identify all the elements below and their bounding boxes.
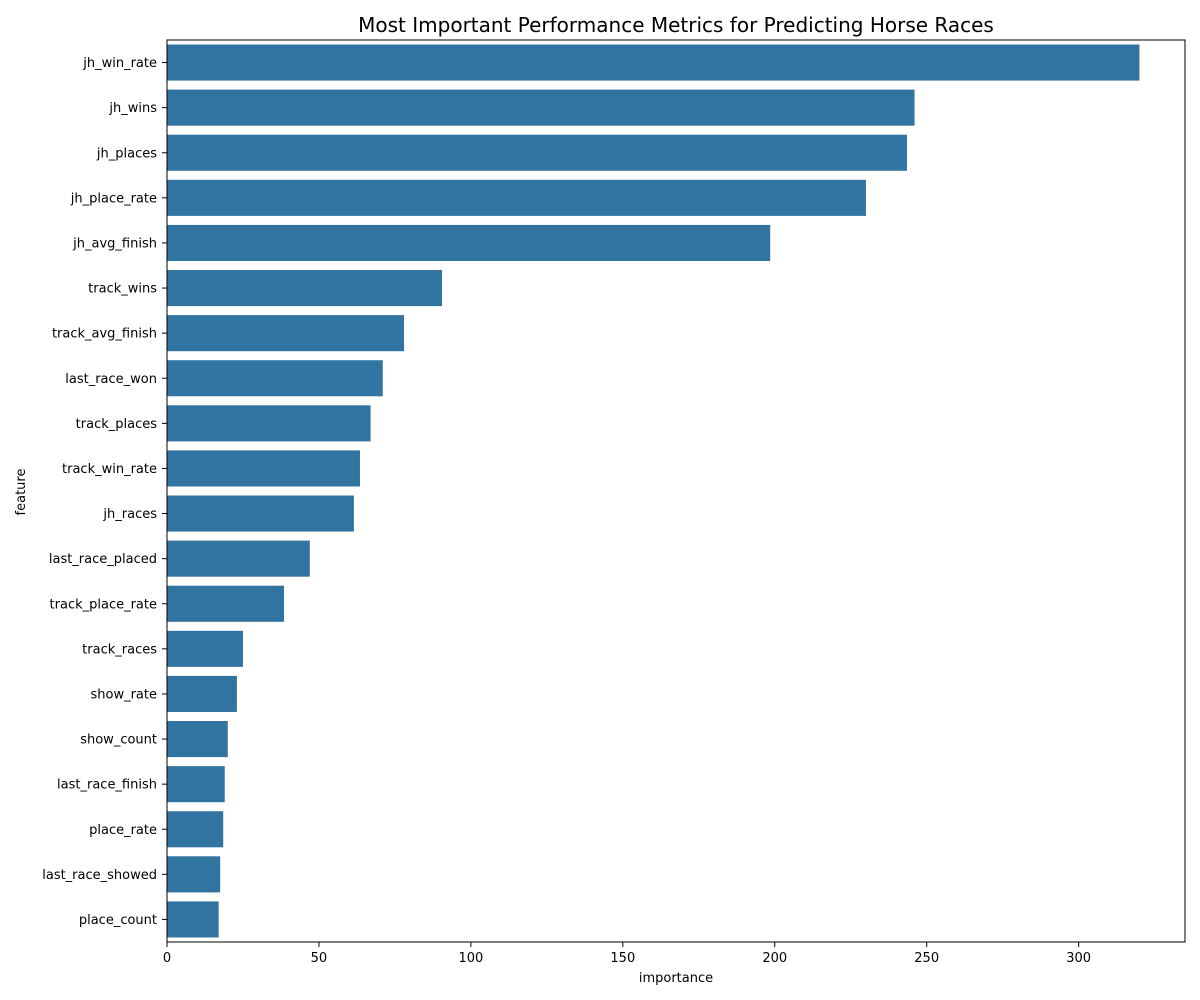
y-tick-label: track_wins [88, 282, 157, 297]
bar-track_avg_finish [167, 315, 405, 352]
y-axis-label: feature [14, 469, 29, 516]
bar-show_rate [167, 675, 237, 712]
y-tick-label: last_race_showed [42, 868, 157, 883]
y-axis-ticks: jh_win_rate jh_wins jh_places jh_place_rate… [42, 56, 167, 928]
y-tick-label: jh_avg_finish [72, 236, 157, 251]
y-tick-label: track_avg_finish [52, 327, 157, 342]
x-tick-label: 300 [1066, 951, 1091, 966]
x-tick-label: 250 [914, 951, 939, 966]
y-tick-label: jh_races [102, 507, 157, 522]
axes-frame [166, 39, 1186, 943]
bar-jh_avg_finish [167, 224, 771, 261]
x-axis-label: importance [639, 971, 713, 986]
bar-last_race_placed [167, 540, 310, 577]
y-tick-label: last_race_won [65, 372, 157, 387]
bar-track_place_rate [167, 585, 284, 622]
chart-title: Most Important Performance Metrics for P… [358, 13, 994, 37]
y-tick-label: place_count [79, 913, 157, 928]
y-tick-label: last_race_finish [57, 778, 157, 793]
bar-last_race_showed [167, 856, 221, 893]
bar-last_race_finish [167, 766, 225, 803]
y-tick-label: show_rate [90, 687, 157, 702]
x-axis-ticks: 0 50 100 150 200 250 300 [163, 942, 1091, 966]
bar-jh_wins [167, 89, 915, 126]
bar-track_win_rate [167, 450, 360, 487]
bar-place_rate [167, 811, 224, 848]
plot-area-border [166, 39, 1186, 943]
bar-last_race_won [167, 360, 383, 397]
y-tick-label: track_win_rate [62, 462, 157, 477]
y-tick-label: jh_places [96, 146, 157, 161]
y-tick-label: track_places [76, 417, 158, 432]
y-tick-label: track_place_rate [50, 597, 157, 612]
bar-track_wins [167, 270, 443, 307]
bar-jh_place_rate [167, 179, 866, 216]
bar-track_races [167, 630, 243, 667]
y-tick-label: show_count [80, 733, 157, 748]
y-tick-label: jh_wins [108, 101, 157, 116]
y-tick-label: place_rate [89, 823, 157, 838]
bar-jh_win_rate [167, 44, 1140, 81]
bars-group [167, 44, 1140, 938]
y-tick-label: last_race_placed [49, 552, 157, 567]
bar-jh_races [167, 495, 354, 532]
x-tick-label: 200 [762, 951, 787, 966]
x-tick-label: 0 [163, 951, 171, 966]
x-tick-label: 100 [458, 951, 483, 966]
y-tick-label: jh_win_rate [82, 56, 157, 71]
y-tick-label: track_races [82, 642, 157, 657]
bar-track_places [167, 405, 371, 442]
bar-place_count [167, 901, 219, 938]
x-tick-label: 150 [610, 951, 635, 966]
bar-jh_places [167, 134, 907, 171]
x-tick-label: 50 [311, 951, 328, 966]
y-tick-label: jh_place_rate [70, 191, 157, 206]
bar-show_count [167, 721, 228, 758]
